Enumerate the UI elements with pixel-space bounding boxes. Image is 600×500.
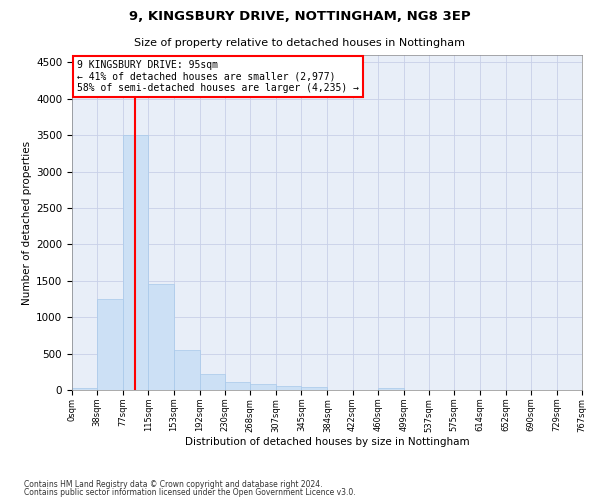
Bar	[123, 135, 148, 390]
Bar	[250, 384, 276, 390]
Text: Contains HM Land Registry data © Crown copyright and database right 2024.: Contains HM Land Registry data © Crown c…	[24, 480, 323, 489]
Text: 9, KINGSBURY DRIVE, NOTTINGHAM, NG8 3EP: 9, KINGSBURY DRIVE, NOTTINGHAM, NG8 3EP	[129, 10, 471, 23]
X-axis label: Distribution of detached houses by size in Nottingham: Distribution of detached houses by size …	[185, 437, 469, 447]
Text: 9 KINGSBURY DRIVE: 95sqm
← 41% of detached houses are smaller (2,977)
58% of sem: 9 KINGSBURY DRIVE: 95sqm ← 41% of detach…	[77, 60, 359, 93]
Text: Contains public sector information licensed under the Open Government Licence v3: Contains public sector information licen…	[24, 488, 356, 497]
Y-axis label: Number of detached properties: Number of detached properties	[22, 140, 32, 304]
Bar	[276, 386, 301, 390]
Bar	[301, 388, 328, 390]
Bar	[72, 388, 97, 390]
Bar	[148, 284, 174, 390]
Bar	[174, 350, 200, 390]
Bar	[97, 299, 123, 390]
Bar	[225, 382, 250, 390]
Text: Size of property relative to detached houses in Nottingham: Size of property relative to detached ho…	[134, 38, 466, 48]
Bar	[378, 388, 404, 390]
Bar	[200, 374, 225, 390]
